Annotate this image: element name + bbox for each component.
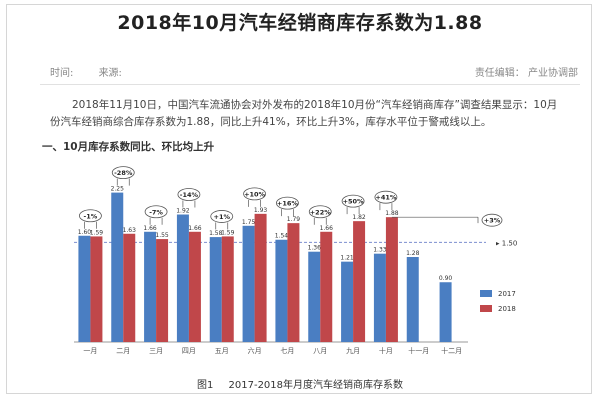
x-tick-label: 九月 xyxy=(346,346,360,355)
yoy-label-2: -28% xyxy=(114,169,133,177)
bar-2017-6 xyxy=(242,225,255,342)
bar-2017-9 xyxy=(341,261,354,342)
yoy-label-6: +10% xyxy=(244,190,265,198)
article-paragraph: 2018年11月10日，中国汽车流通协会对外发布的2018年10月份“汽车经销商… xyxy=(50,99,558,128)
bar-value-label-2018-7: 1.79 xyxy=(287,216,301,223)
yoy-bubble-2 xyxy=(111,166,135,179)
bar-2018-9 xyxy=(353,221,366,342)
article-title: 2018年10月汽车经销商库存系数为1.88 xyxy=(117,12,483,34)
bar-value-label-2018-8: 1.66 xyxy=(320,225,334,232)
bar-value-label-2018-9: 1.82 xyxy=(352,214,366,221)
bar-2018-4 xyxy=(188,231,201,342)
yoy-label-3: -7% xyxy=(149,208,163,216)
bar-2018-8 xyxy=(320,231,333,342)
x-tick-label: 一月 xyxy=(83,347,97,355)
x-tick-label: 十一月 xyxy=(408,346,429,355)
header-divider xyxy=(40,84,580,85)
mom-label: +3% xyxy=(484,217,501,225)
article-meta: 时间: 来源: xyxy=(50,64,144,79)
bar-value-label-2018-10: 1.88 xyxy=(385,210,399,217)
yoy-bubble-7 xyxy=(276,196,299,210)
bar-2017-12 xyxy=(439,282,452,342)
figure-caption-text: 2017-2018年月度汽车经销商库存系数 xyxy=(228,380,404,391)
bar-2017-5 xyxy=(209,237,222,342)
inventory-chart-svg: ▸ 1.501.601.59一月2.251.63二月1.661.55三月1.92… xyxy=(74,166,517,355)
x-tick-label: 五月 xyxy=(215,347,229,355)
yoy-bubble-4 xyxy=(177,188,201,201)
yoy-label-7: +16% xyxy=(277,200,298,208)
source-label: 来源: xyxy=(98,68,122,79)
mom-bubble xyxy=(481,213,503,227)
time-label: 时间: xyxy=(50,68,74,79)
bar-2017-10 xyxy=(373,253,386,342)
figure-caption: 图1 2017-2018年月度汽车经销商库存系数 xyxy=(0,376,600,391)
bar-2017-4 xyxy=(176,214,189,342)
x-tick-label: 十月 xyxy=(379,346,393,355)
bar-value-label-2018-5: 1.59 xyxy=(221,229,235,236)
bar-value-label-2017-12: 0.90 xyxy=(439,275,453,282)
bar-2017-1 xyxy=(78,235,91,342)
bar-2018-6 xyxy=(254,213,267,342)
bar-2017-8 xyxy=(308,251,321,342)
x-tick-label: 六月 xyxy=(248,346,262,355)
legend-label-2018: 2018 xyxy=(498,305,516,313)
legend-label-2017: 2017 xyxy=(498,290,516,298)
x-tick-label: 二月 xyxy=(116,347,130,355)
x-tick-label: 七月 xyxy=(280,346,294,355)
yoy-bubble-8 xyxy=(308,205,332,219)
yoy-bubble-10 xyxy=(374,190,398,204)
bar-value-label-2017-11: 1.28 xyxy=(406,250,420,257)
yoy-bubble-5 xyxy=(210,210,234,223)
yoy-label-9: +50% xyxy=(343,198,364,206)
x-tick-label: 四月 xyxy=(182,347,196,355)
bar-value-label-2018-2: 1.63 xyxy=(123,227,137,234)
yoy-label-4: -14% xyxy=(180,191,199,199)
yoy-label-8: +22% xyxy=(310,208,331,216)
bar-value-label-2017-9: 1.21 xyxy=(340,255,354,262)
legend-swatch-2018 xyxy=(480,305,492,312)
bar-value-label-2017-1: 1.60 xyxy=(78,229,92,236)
bar-value-label-2017-3: 1.66 xyxy=(143,225,157,232)
bar-2018-2 xyxy=(123,233,136,342)
figure-label: 图1 xyxy=(196,380,214,391)
bar-2017-2 xyxy=(111,192,124,342)
bar-value-label-2018-6: 1.93 xyxy=(254,207,268,214)
bar-value-label-2017-2: 2.25 xyxy=(111,186,125,193)
bar-value-label-2017-10: 1.33 xyxy=(373,247,387,254)
bar-2018-3 xyxy=(156,239,169,342)
bar-2017-7 xyxy=(275,239,288,342)
legend-swatch-2017 xyxy=(480,290,492,297)
bar-2018-5 xyxy=(221,236,234,342)
bar-2017-11 xyxy=(406,257,419,342)
warning-line-label: ▸ 1.50 xyxy=(496,239,517,247)
bar-value-label-2017-6: 1.75 xyxy=(242,219,256,226)
yoy-bubble-9 xyxy=(341,194,365,208)
yoy-label-1: -1% xyxy=(84,212,98,220)
editor-label: 责任编辑： 产业协调部 xyxy=(474,68,578,79)
yoy-label-5: +1% xyxy=(214,213,231,221)
x-tick-label: 八月 xyxy=(313,347,327,355)
bar-2018-10 xyxy=(385,217,398,342)
bar-value-label-2017-5: 1.58 xyxy=(209,230,223,237)
inventory-chart: ▸ 1.50 1.60 1.59 一月 2.25 1.63 二月 1.66 1.55 三月 1.92… xyxy=(48,158,568,370)
yoy-label-10: +41% xyxy=(375,194,396,202)
bar-2018-7 xyxy=(287,223,300,342)
bar-2017-3 xyxy=(144,231,157,342)
bar-value-label-2017-8: 1.36 xyxy=(308,245,322,252)
x-tick-label: 三月 xyxy=(149,347,163,355)
section-heading: 一、10月库存系数同比、环比均上升 xyxy=(42,141,215,153)
yoy-bubble-1 xyxy=(79,209,102,223)
bar-value-label-2017-7: 1.54 xyxy=(275,233,289,240)
yoy-bubble-6 xyxy=(243,187,266,201)
bar-value-label-2017-4: 1.92 xyxy=(176,208,190,215)
bar-value-label-2018-4: 1.66 xyxy=(188,225,202,232)
bar-2018-1 xyxy=(90,236,103,342)
bar-value-label-2018-1: 1.59 xyxy=(90,229,104,236)
bar-value-label-2018-3: 1.55 xyxy=(155,232,169,239)
x-tick-label: 十二月 xyxy=(441,346,462,355)
yoy-bubble-3 xyxy=(144,205,168,219)
